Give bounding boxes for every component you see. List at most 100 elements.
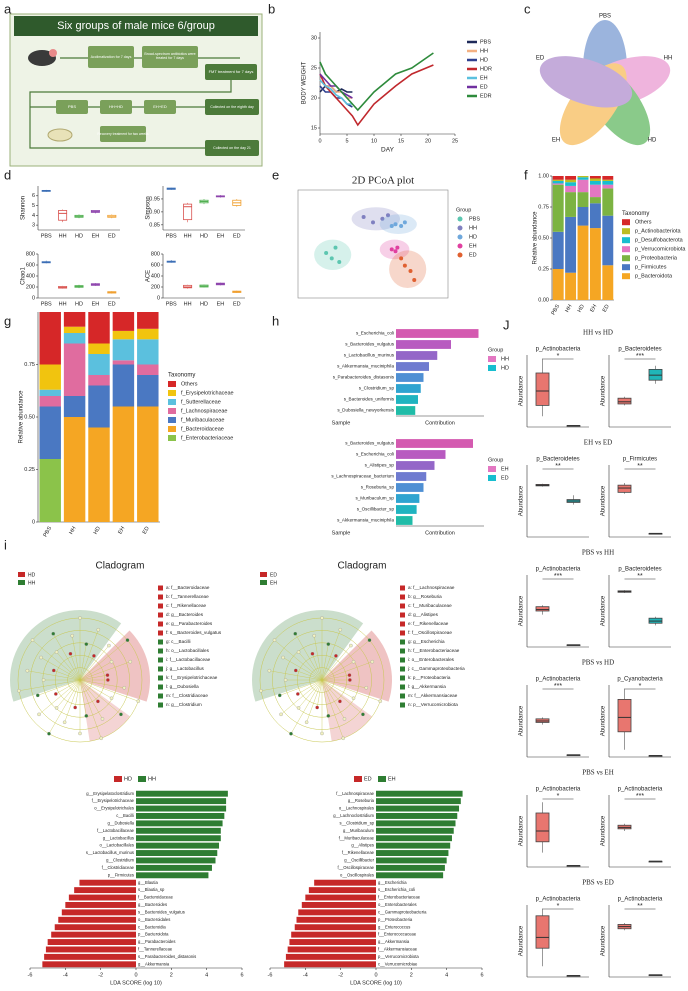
legend-swatch [622, 246, 630, 253]
line-series [319, 64, 434, 127]
y-axis-label: BODY WEIGHT [302, 61, 308, 104]
legend-swatch [18, 580, 25, 585]
bar-segment [137, 312, 159, 329]
clade-node [99, 736, 103, 741]
category-label: s_Lachnospiraceae_bacterium [331, 474, 394, 479]
legend-swatch [158, 612, 163, 618]
clade-branch [321, 639, 370, 681]
legend-label: p_Bacteroidota [635, 274, 673, 280]
line-series [319, 79, 353, 105]
legend-label: p_Verrucomicrobiota [635, 247, 686, 253]
legend-label: f_Lachnospiraceae [181, 408, 227, 414]
comparison-title: PBS vs ED [582, 879, 614, 887]
taxon-label: f: f__Oscillospiraceae [408, 630, 452, 635]
bar [376, 820, 456, 827]
y-axis-label: Abundance [601, 595, 607, 626]
y-tick-label: 0.95 [149, 196, 160, 202]
clade-node [122, 686, 127, 690]
clade-node [54, 706, 59, 710]
chart-title: p_Firmicutes [623, 457, 657, 463]
clade-branch [56, 679, 81, 709]
significance: *** [554, 573, 562, 580]
legend-swatch [158, 585, 163, 591]
category-label: g__Bacteroides [138, 902, 167, 907]
x-tick-label: -2 [338, 972, 343, 978]
venn-label: EH [552, 138, 560, 144]
category-label: g__Lactobacillus [103, 835, 134, 840]
bar-segment [602, 188, 614, 216]
clade-branch [280, 679, 323, 715]
comparison-title: PBS vs HH [582, 549, 614, 557]
bar [42, 961, 136, 968]
chart-title: p_Cyanobacteria [617, 677, 663, 683]
clade-node [315, 705, 319, 710]
step-label: Broad-spectrum antibiotics were treated … [144, 52, 196, 60]
category-label: g__Muribaculum [343, 828, 374, 833]
legend-swatch [158, 702, 163, 708]
bar-segment [39, 389, 61, 396]
category-label: s_Roseburia_sp [361, 485, 395, 490]
clade-node [281, 655, 285, 660]
category-label: f__Oscillospiraceae [337, 865, 374, 870]
taxon-label: e: f__Rikenellaceae [408, 621, 449, 626]
bar [376, 790, 463, 797]
legend-swatch [158, 594, 163, 600]
x-tick-label: ED [108, 233, 116, 239]
bar-segment [137, 406, 159, 522]
bar [61, 909, 136, 916]
point [402, 220, 407, 225]
bar [136, 850, 218, 857]
chart-title: p_Actinobacteria [536, 897, 581, 903]
plot-frame [297, 189, 449, 299]
clade-node [310, 652, 315, 656]
taxon-label: i: o__Enterobacterales [408, 657, 455, 662]
comparison-title: PBS vs EH [582, 769, 614, 777]
step-box [88, 46, 134, 68]
x-tick-label: ED [108, 301, 116, 307]
taxon-label: j: c__Gammaproteobacteria [407, 666, 465, 671]
y-tick-label: 600 [151, 262, 160, 268]
bar [44, 953, 137, 960]
y-tick-label: 0.50 [24, 414, 35, 420]
clade-branch [321, 661, 373, 681]
legend-label: ED [364, 776, 372, 782]
bar-segment [565, 179, 577, 183]
category-label: s_Akkermansia_muciniphila [337, 518, 394, 523]
bar [58, 916, 137, 923]
clade-branch [79, 679, 103, 720]
clade-node [106, 678, 110, 682]
bar [396, 483, 424, 492]
legend-swatch [400, 666, 405, 672]
taxon-label: a: f__Lachnospiraceae [408, 585, 455, 590]
legend-swatch [158, 603, 163, 609]
y-axis-label: Relative abundance [533, 211, 539, 265]
legend-swatch [168, 426, 176, 432]
bar-segment [577, 225, 589, 300]
clade-node [367, 638, 372, 642]
clade-node [351, 696, 356, 700]
clade-node [370, 659, 375, 664]
legend-title: Taxonomy [168, 373, 195, 379]
bar [79, 879, 136, 886]
x-tick-label: 0 [318, 138, 321, 144]
taxon-label: b: g__Roseburia [408, 594, 442, 599]
category-label: g__Erysipelatoclostridium [86, 791, 134, 796]
clade-branch [269, 670, 323, 681]
legend-swatch [158, 648, 163, 654]
bar [396, 439, 473, 448]
legend-swatch [354, 776, 362, 782]
bar [136, 827, 221, 834]
legend-label: HD [124, 776, 132, 782]
bar-segment [577, 177, 589, 180]
clade-branch [295, 670, 323, 681]
venn [539, 20, 671, 146]
legend-title: Taxonomy [622, 211, 649, 217]
category-label: f__Erysipelotrichaceae [92, 798, 135, 803]
legend-swatch [488, 475, 496, 481]
x-tick-label: 25 [452, 138, 458, 144]
x-tick-label: -6 [268, 972, 273, 978]
clade-node [128, 659, 133, 664]
group-ellipse [351, 207, 400, 231]
clade-branch [298, 679, 323, 709]
bar-segment [39, 364, 61, 390]
